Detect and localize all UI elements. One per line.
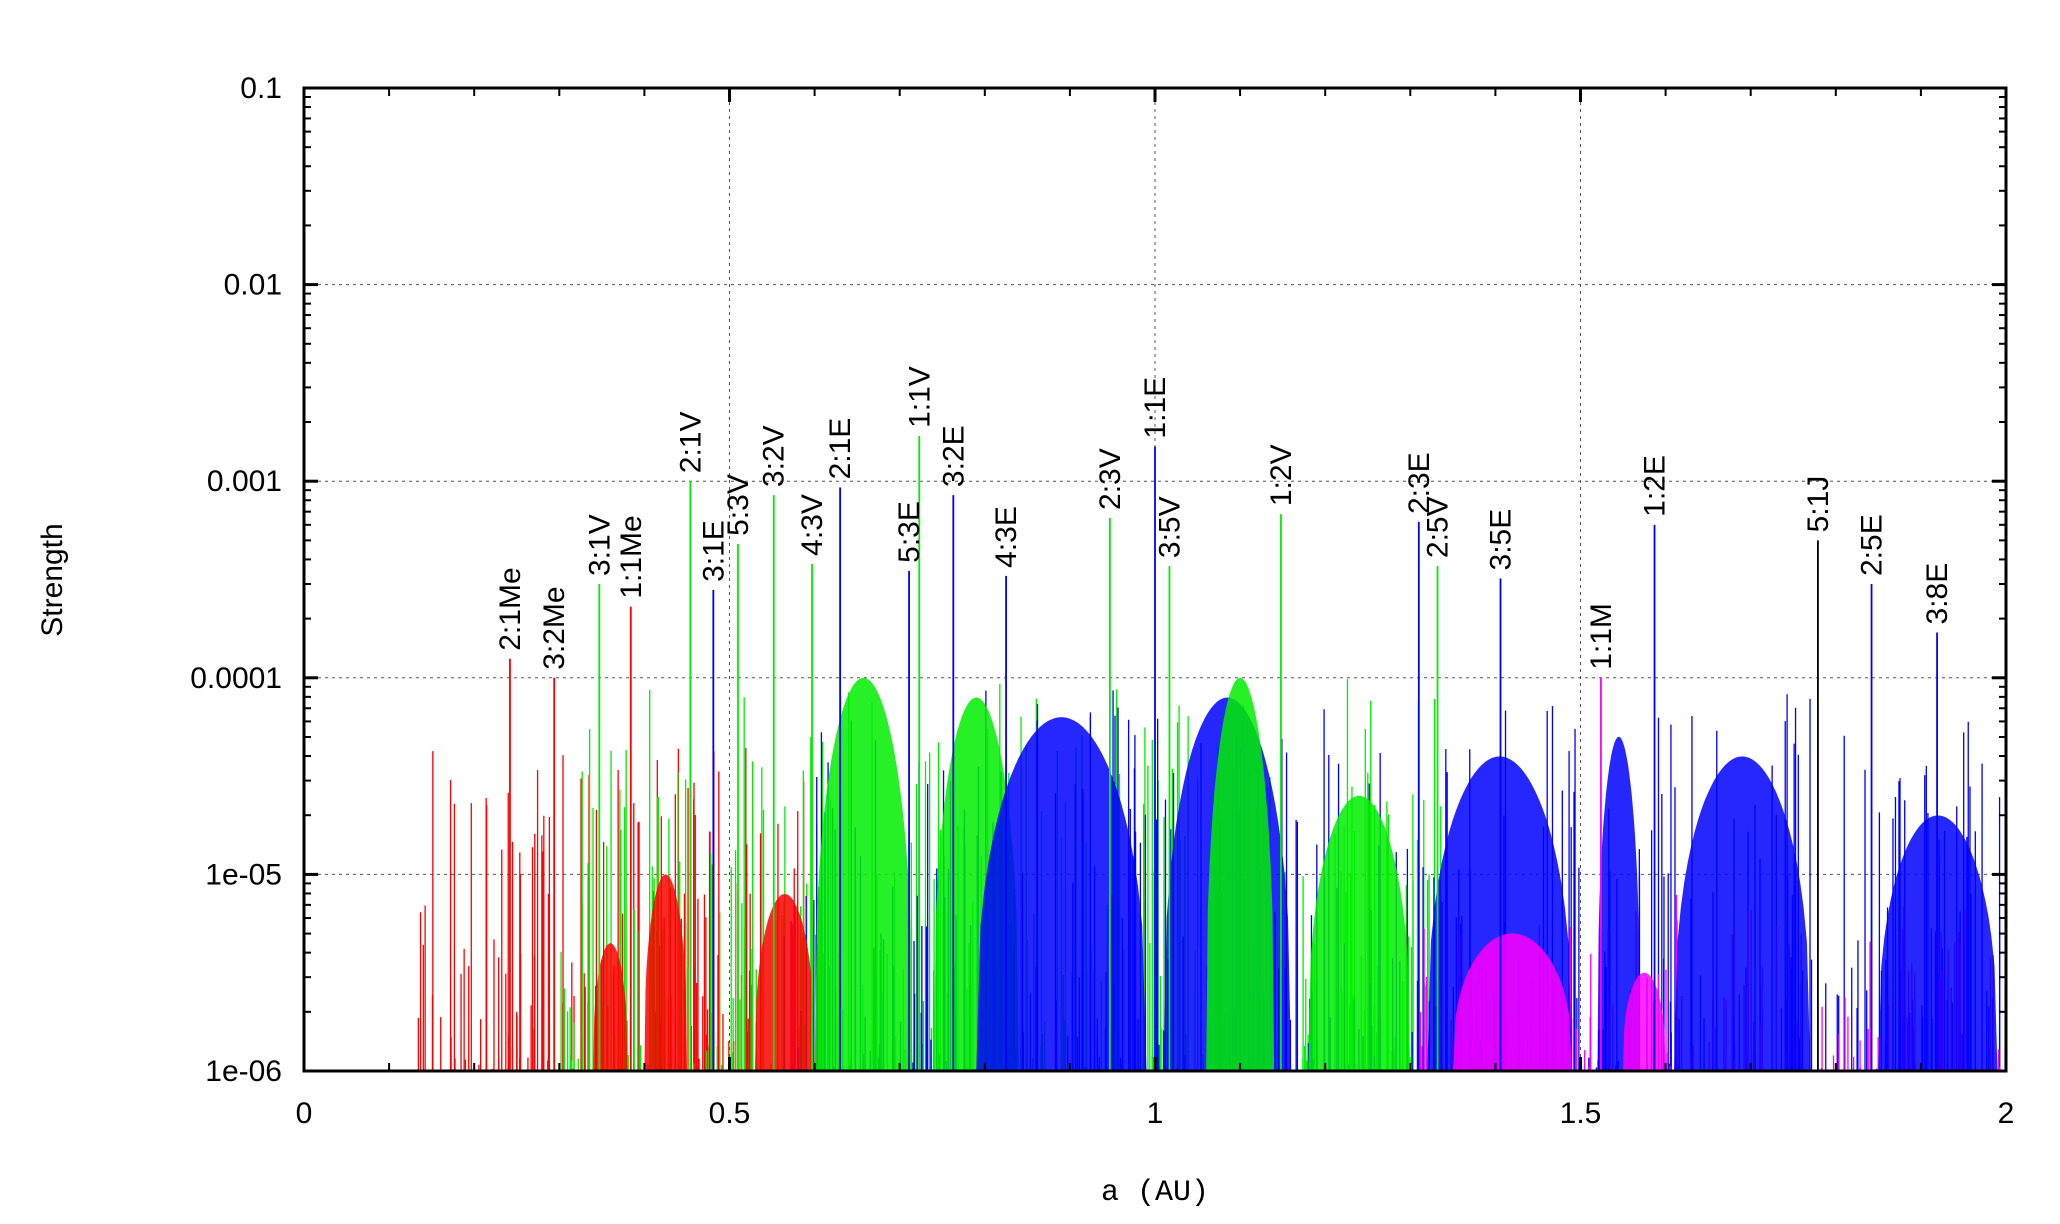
resonance-label: 3:8E (1921, 563, 1954, 625)
chaotic-region (1206, 677, 1275, 1071)
chaotic-region (593, 943, 628, 1071)
x-tick-label: 2 (1998, 1097, 2015, 1130)
resonance-label: 2:5E (1856, 514, 1889, 576)
resonance-label: 2:1Me (494, 567, 527, 650)
chaotic-region (1674, 756, 1811, 1071)
resonance-label: 1:1Me (615, 515, 648, 598)
y-tick-label: 1e-06 (205, 1055, 282, 1088)
resonance-label: 1:1V (903, 366, 936, 428)
y-tick-label: 0.0001 (190, 662, 282, 695)
x-tick-label: 0 (296, 1097, 313, 1130)
y-tick-label: 1e-05 (205, 858, 282, 891)
chaotic-region (755, 894, 815, 1071)
resonance-label: 5:1J (1802, 476, 1835, 533)
resonance-label: 2:3V (1094, 448, 1127, 510)
y-tick-label: 0.001 (207, 465, 282, 498)
resonance-label: 1:1M (1585, 603, 1618, 670)
resonance-label: 3:5V (1153, 496, 1186, 558)
resonance-label: 4:3V (796, 494, 829, 556)
resonance-label: 3:1V (583, 514, 616, 576)
y-tick-label: 0.1 (240, 72, 282, 105)
resonance-label: 2:1E (824, 418, 857, 480)
resonance-label: 2:5V (1422, 496, 1455, 558)
resonance-labels: 2:1Me 3:2Me 3:1V1:1Me 2:1V 3:1E5:3V3:2V4:3V 2… (494, 366, 1954, 670)
resonance-label: 1:2V (1265, 444, 1298, 506)
chaotic-region (1452, 933, 1572, 1071)
resonance-label: 2:3E (1403, 452, 1436, 514)
resonance-label: 3:2V (758, 425, 791, 487)
tick-labels: 0 0.5 1 1.5 2 1e-06 1e-05 0.0001 0.001 0.01 0.1 (190, 72, 2014, 1130)
chaotic-region (1308, 795, 1411, 1071)
resonance-label: 3:1E (697, 520, 730, 582)
resonance-label: 2:1V (674, 411, 707, 473)
y-tick-label: 0.01 (224, 269, 282, 302)
resonance-label: 1:2E (1639, 455, 1672, 517)
x-tick-label: 1.5 (1560, 1097, 1602, 1130)
resonance-label: 5:3V (722, 474, 755, 536)
x-tick-label: 0.5 (709, 1097, 751, 1130)
axis-ticks (302, 86, 2008, 1073)
chaotic-region (644, 874, 687, 1071)
x-tick-label: 1 (1147, 1097, 1164, 1130)
resonance-label: 5:3E (893, 501, 926, 563)
chaotic-region (1597, 736, 1641, 1071)
chaotic-region (814, 677, 913, 1071)
resonance-label: 3:5E (1485, 509, 1518, 571)
resonance-label: 3:2E (937, 425, 970, 487)
resonance-label: 4:3E (990, 506, 1023, 568)
y-axis-label: Strength (36, 523, 69, 636)
labeled-resonance-lines (509, 435, 1938, 1071)
resonance-label: 3:2Me (538, 586, 571, 669)
chaotic-region (976, 717, 1147, 1071)
x-axis-label: a (AU) (1101, 1176, 1209, 1210)
resonance-label: 1:1E (1139, 377, 1172, 439)
